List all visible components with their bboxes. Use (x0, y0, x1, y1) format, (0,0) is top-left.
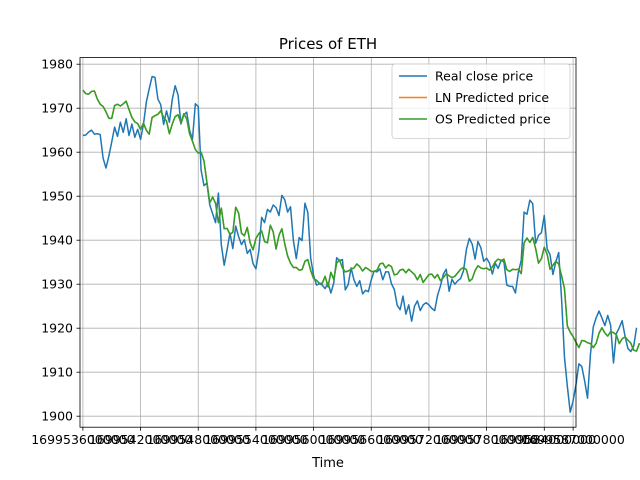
series-line-2 (82, 89, 640, 352)
y-tick-label: 1940 (41, 233, 73, 248)
x-tick-label: 1699548000000 (147, 432, 250, 447)
legend: Real close price LN Predicted price OS Pre… (391, 63, 571, 139)
x-tick-label: 1699578000000 (435, 432, 538, 447)
series-lines (82, 75, 640, 413)
series-line-0 (82, 75, 638, 413)
x-axis-title: Time (311, 456, 344, 471)
x-tick-label: 1699566000000 (320, 432, 423, 447)
x-tick-label: 1699542000000 (89, 432, 192, 447)
y-tick-label: 1980 (41, 57, 73, 72)
y-axis: 1900 1910 1920 1930 1940 1950 1960 1970 1980 (41, 57, 80, 424)
x-tick-label: 1699587000000 (521, 432, 624, 447)
x-axis: 1699536000000169954200000016995480000001… (31, 427, 625, 447)
y-tick-label: 1930 (41, 277, 73, 292)
x-tick-label: 1699584000000 (493, 432, 596, 447)
chart-title: Prices of ETH (279, 35, 377, 53)
y-tick-label: 1900 (41, 409, 73, 424)
plot-frame (79, 57, 577, 428)
legend-label: Real close price (435, 69, 534, 84)
y-tick-label: 1960 (41, 145, 73, 160)
x-tick-label: 1699572000000 (377, 432, 480, 447)
legend-label: LN Predicted price (435, 90, 549, 105)
y-tick-label: 1950 (41, 189, 73, 204)
x-tick-label: 1699536000000 (31, 432, 134, 447)
legend-label: OS Predicted price (435, 112, 551, 127)
x-tick-label: 1699554000000 (204, 432, 307, 447)
y-tick-label: 1970 (41, 101, 73, 116)
x-tick-label: 1699560000000 (262, 432, 365, 447)
y-tick-label: 1910 (41, 365, 73, 380)
y-tick-label: 1920 (41, 321, 73, 336)
legend-box (391, 63, 571, 139)
